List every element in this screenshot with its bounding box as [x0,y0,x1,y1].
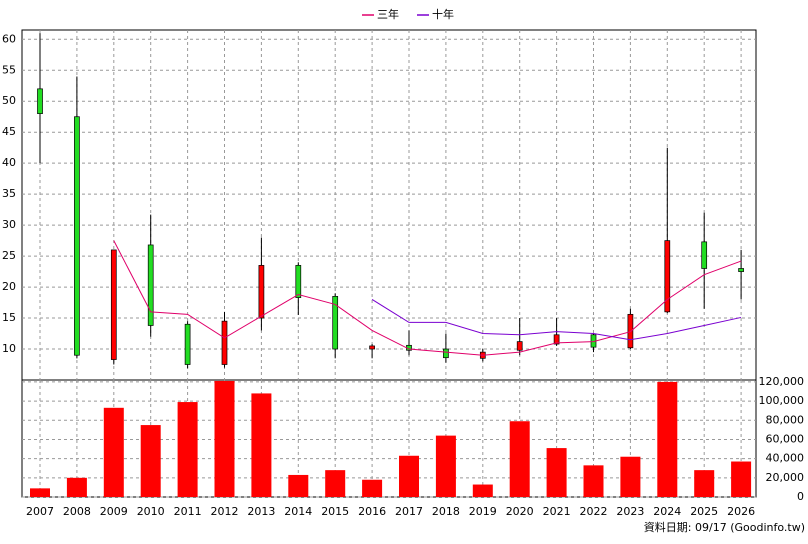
y-tick-label: 55 [2,63,16,76]
volume-bar [472,484,493,497]
y2-tick-label: 100,000 [759,394,805,407]
y2-tick-label: 60,000 [766,432,805,445]
candle-body [516,341,523,351]
volume-bar [620,456,641,497]
x-tick-label: 2010 [137,505,165,518]
x-tick-label: 2026 [727,505,755,518]
volume-bar [435,435,456,497]
candle-body [553,334,560,345]
candle-body [184,323,191,365]
volume-bar [66,477,87,497]
y2-tick-label: 120,000 [759,375,805,388]
volume-bar [103,407,124,497]
candle-body [258,265,265,319]
candle-body [110,249,117,360]
volume-bar [583,465,604,497]
volume-bar [694,470,715,497]
y-tick-label: 30 [2,218,16,231]
x-tick-label: 2019 [469,505,497,518]
y2-tick-label: 0 [797,490,804,503]
y-tick-label: 25 [2,249,16,262]
x-tick-label: 2008 [63,505,91,518]
y-tick-label: 40 [2,156,16,169]
source-note: 資料日期: 09/17 (Goodinfo.tw) [644,520,805,534]
candle-body [701,241,708,269]
candle-body [738,268,744,272]
y-tick-label: 10 [2,342,16,355]
volume-bar [546,448,567,497]
x-tick-label: 2018 [432,505,460,518]
x-tick-label: 2025 [690,505,718,518]
x-tick-label: 2017 [395,505,423,518]
volume-bar [399,455,419,497]
volume-bar [731,461,752,497]
y2-tick-label: 80,000 [766,413,805,426]
x-tick-label: 2020 [506,505,534,518]
volume-bar [657,381,678,497]
plot-frame [21,29,757,498]
y2-tick-label: 20,000 [766,471,805,484]
x-tick-label: 2016 [358,505,386,518]
legend-label: 十年 [432,7,454,21]
candle-body [664,240,671,313]
line-series [371,299,742,341]
volume-bar [362,479,383,497]
volume-bar [214,380,235,497]
x-tick-label: 2013 [247,505,275,518]
y-tick-label: 15 [2,311,16,324]
x-tick-label: 2014 [284,505,312,518]
x-tick-label: 2022 [580,505,608,518]
y-tick-label: 45 [2,125,16,138]
candle-body [295,265,302,298]
x-tick-label: 2007 [26,505,54,518]
volume-bar [140,425,161,497]
candle-body [37,88,43,114]
x-tick-label: 2012 [211,505,239,518]
y2-tick-label: 40,000 [766,452,805,465]
x-tick-label: 2021 [543,505,571,518]
line-series [113,240,742,356]
volume-bar [177,402,198,497]
candle-body [443,348,449,359]
x-tick-label: 2011 [174,505,202,518]
legend-label: 三年 [377,7,399,21]
candle-body [221,320,228,365]
candle-body [332,296,339,350]
candle-body [369,345,375,350]
candle-body [74,116,80,356]
volume-bar [288,474,309,497]
x-tick-label: 2009 [100,505,128,518]
volume-bar [325,470,346,497]
y-tick-label: 50 [2,94,16,107]
x-tick-label: 2024 [653,505,681,518]
volume-bar [251,393,272,497]
y-tick-label: 60 [2,32,16,45]
volume-bar [30,488,50,497]
x-tick-label: 2023 [616,505,644,518]
y-tick-label: 35 [2,187,16,200]
x-tick-label: 2015 [321,505,349,518]
volume-bar [509,421,530,497]
candle-body [147,244,154,326]
y-tick-label: 20 [2,280,16,293]
